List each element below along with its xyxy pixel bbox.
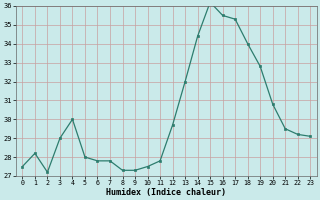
X-axis label: Humidex (Indice chaleur): Humidex (Indice chaleur) xyxy=(106,188,226,197)
